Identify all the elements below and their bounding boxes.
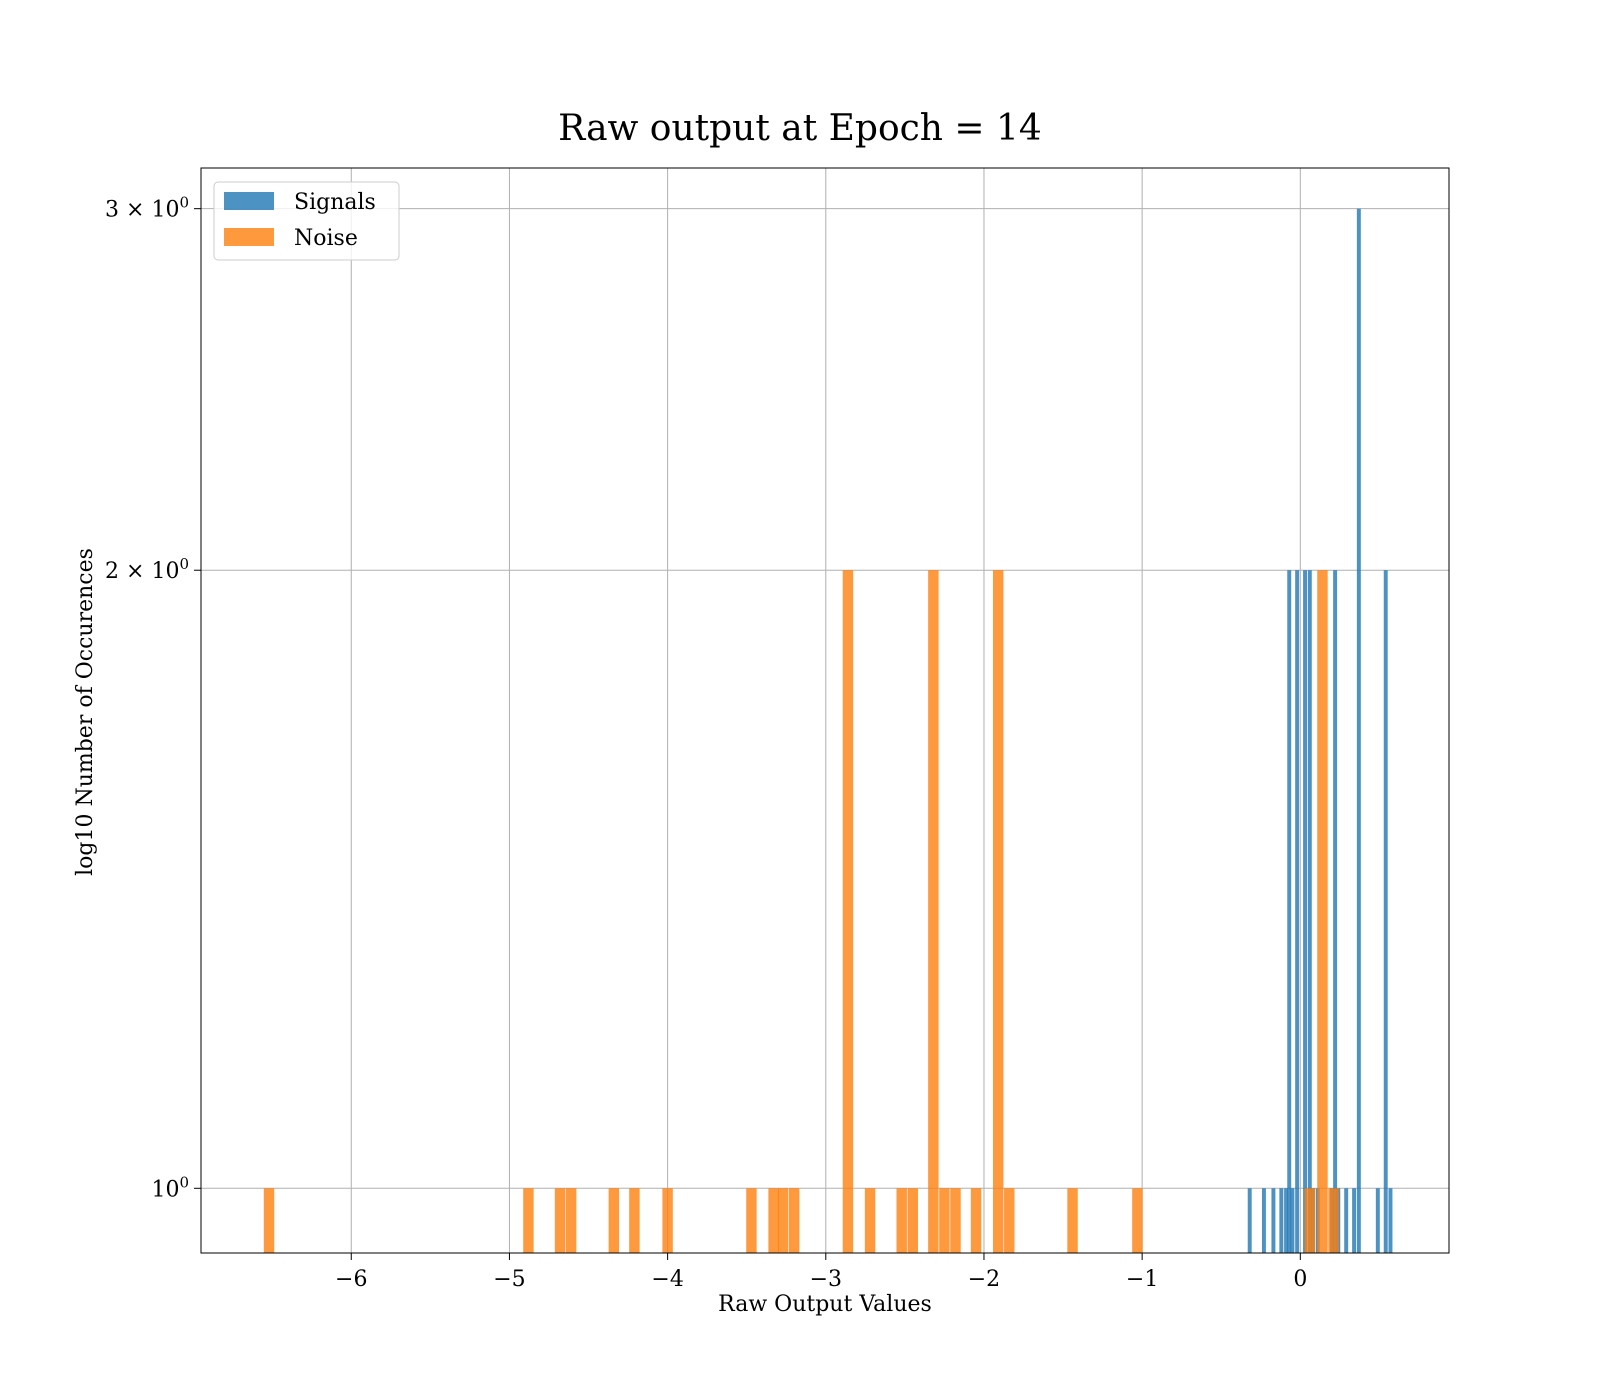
noise-bar: [523, 1188, 534, 1253]
noise-bar: [864, 1188, 876, 1253]
y-axis: 100 2 × 100 3 × 100: [105, 194, 201, 1202]
legend-label-noise: Noise: [294, 226, 358, 251]
chart-title: Raw output at Epoch = 14: [558, 108, 1042, 149]
signals-bar: [1290, 1188, 1295, 1253]
noise-bar: [992, 570, 1004, 1253]
grid: [201, 168, 1449, 1253]
signals-bar: [1383, 570, 1388, 1253]
plot-frame: [200, 167, 1450, 1254]
signals-bar: [1375, 1188, 1380, 1253]
noise-bar: [842, 570, 854, 1253]
signals-bar: [1333, 570, 1338, 1253]
noise-bar: [950, 1188, 961, 1253]
legend-swatch-noise: [224, 228, 274, 246]
noise-bar: [777, 1188, 789, 1253]
noise-bar: [746, 1188, 757, 1253]
noise-bar: [1067, 1188, 1078, 1253]
signals-bar: [1287, 570, 1292, 1253]
x-tick-label: −6: [335, 1267, 367, 1292]
noise-bar: [1004, 1188, 1015, 1253]
x-tick-label: −1: [1126, 1267, 1158, 1292]
x-axis-label: Raw Output Values: [718, 1292, 932, 1317]
noise-bar: [1317, 570, 1328, 1253]
signals-bar: [1279, 1188, 1284, 1253]
noise-bar: [554, 1188, 566, 1253]
signals-bar: [1295, 570, 1300, 1253]
signals-bar: [1303, 570, 1308, 1253]
noise-bar: [1132, 1188, 1143, 1253]
y-tick-label: 2 × 100: [105, 555, 189, 584]
bars: [263, 208, 1393, 1254]
noise-bar: [768, 1188, 779, 1253]
signals-bar: [1356, 208, 1361, 1254]
noise-bar: [1328, 1188, 1339, 1253]
x-tick-label: −4: [651, 1267, 683, 1292]
noise-bar: [970, 1188, 982, 1253]
legend-swatch-signals: [224, 192, 274, 210]
signals-bar: [1247, 1188, 1252, 1253]
noise-bar: [565, 1188, 577, 1253]
noise-bar: [662, 1188, 673, 1253]
signals-bar: [1271, 1188, 1276, 1253]
x-tick-label: 0: [1293, 1267, 1307, 1292]
signals-bar: [1388, 1188, 1393, 1253]
noise-bar: [788, 1188, 800, 1253]
x-tick-label: −5: [493, 1267, 525, 1292]
signals-bar: [1307, 570, 1312, 1253]
noise-bar: [629, 1188, 640, 1253]
x-axis: −6 −5 −4 −3 −2 −1 0: [335, 1253, 1307, 1292]
signals-bar: [1284, 1188, 1289, 1253]
y-axis-label: log10 Number of Occurences: [73, 548, 98, 876]
y-tick-label: 3 × 100: [105, 194, 189, 223]
noise-bar: [896, 1188, 907, 1253]
x-tick-label: −3: [810, 1267, 842, 1292]
legend: Signals Noise: [213, 181, 400, 261]
x-tick-label: −2: [968, 1267, 1000, 1292]
noise-bar: [1304, 1188, 1316, 1253]
signals-bar: [1344, 1188, 1349, 1253]
legend-label-signals: Signals: [294, 190, 376, 215]
noise-bar: [263, 1188, 275, 1253]
signals-bar: [1352, 1188, 1357, 1253]
noise-bar: [928, 570, 939, 1253]
noise-bar: [608, 1188, 620, 1253]
y-tick-label: 100: [151, 1173, 189, 1202]
noise-bar: [939, 1188, 950, 1253]
noise-bar: [907, 1188, 919, 1253]
signals-bar: [1261, 1188, 1266, 1253]
